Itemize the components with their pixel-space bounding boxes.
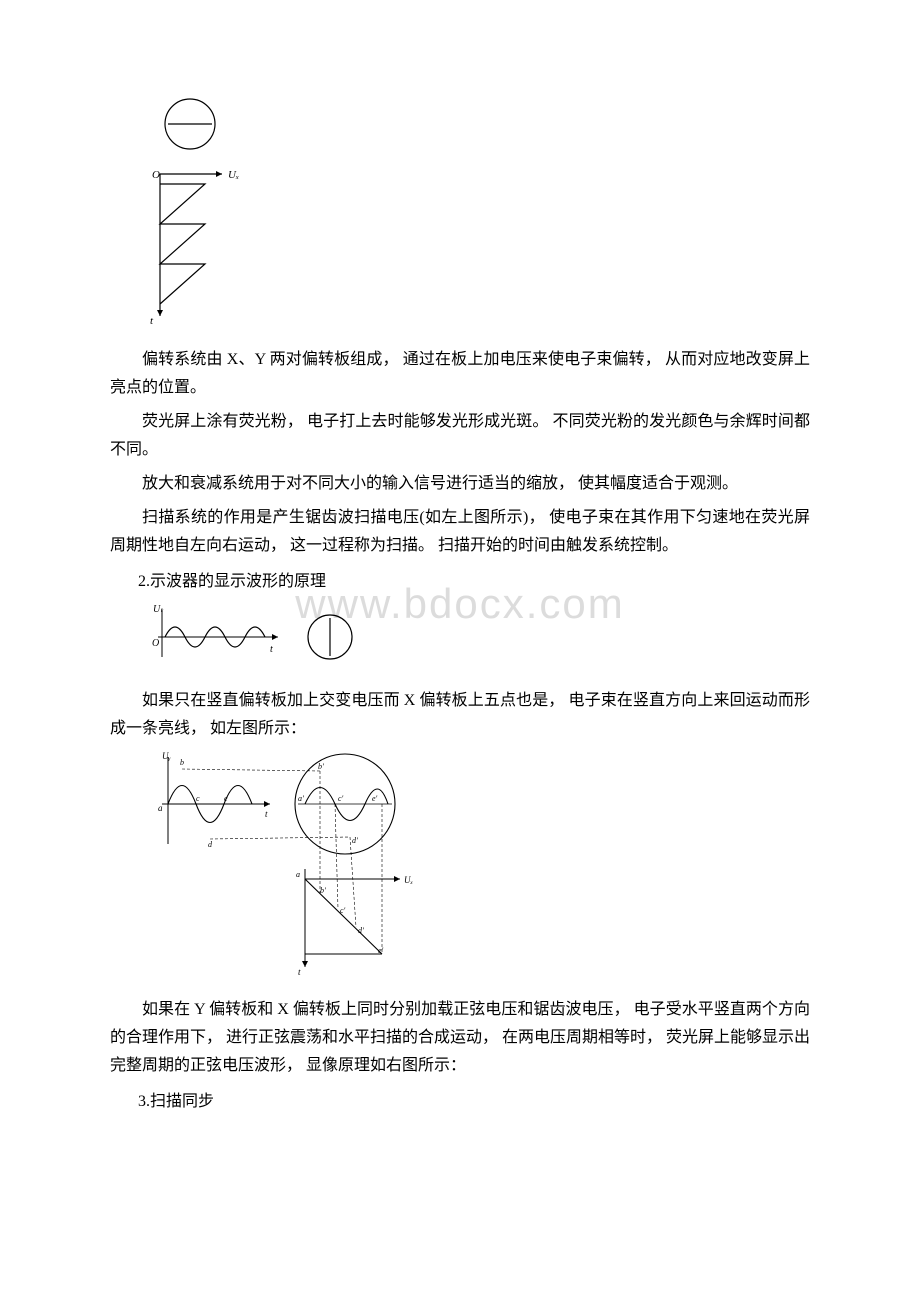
- sawtooth-svg: O Uₓ t: [150, 94, 260, 329]
- svg-text:a: a: [158, 803, 163, 813]
- sine-svg: Uₜ O t: [150, 602, 370, 672]
- svg-text:t: t: [150, 315, 154, 327]
- svg-text:e': e': [372, 794, 378, 803]
- svg-text:O: O: [152, 638, 159, 649]
- heading-sync: 3.扫描同步: [138, 1088, 810, 1116]
- svg-text:c': c': [338, 794, 344, 803]
- figure-composite: Uᵧ a t b c d e a' b' c' d' e': [150, 749, 810, 984]
- paragraph-deflection: 偏转系统由 X、Y 两对偏转板组成， 通过在板上加电压来使电子束偏转， 从而对应…: [110, 346, 810, 402]
- paragraph-vertical-only: 如果只在竖直偏转板加上交变电压而 X 偏转板上五点也是， 电子束在竖直方向上来回…: [110, 687, 810, 743]
- paragraph-phosphor: 荧光屏上涂有荧光粉， 电子打上去时能够发光形成光斑。 不同荧光粉的发光颜色与余辉…: [110, 408, 810, 464]
- svg-text:Uᵧ: Uᵧ: [162, 751, 171, 761]
- svg-text:a: a: [296, 870, 300, 879]
- svg-text:Uₓ: Uₓ: [228, 169, 239, 181]
- svg-text:d': d': [352, 836, 358, 845]
- svg-text:t: t: [265, 809, 268, 819]
- heading-principle: 2.示波器的显示波形的原理: [138, 568, 810, 596]
- svg-text:Uₓ: Uₓ: [404, 875, 413, 885]
- svg-text:b': b': [318, 762, 324, 771]
- figure-sawtooth: O Uₓ t: [150, 94, 810, 334]
- document-content: O Uₓ t 偏转系统由 X、Y 两对偏转板组成， 通过在板上加电压来使电子束偏…: [110, 94, 810, 1116]
- svg-text:Uₜ: Uₜ: [153, 604, 164, 615]
- paragraph-composite: 如果在 Y 偏转板和 X 偏转板上同时分别加载正弦电压和锯齿波电压， 电子受水平…: [110, 996, 810, 1080]
- svg-text:a': a': [298, 794, 304, 803]
- svg-text:O: O: [152, 169, 160, 181]
- svg-text:d': d': [358, 926, 364, 935]
- svg-text:c': c': [340, 906, 346, 915]
- paragraph-scan: 扫描系统的作用是产生锯齿波扫描电压(如左上图所示)， 使电子束在其作用下匀速地在…: [110, 504, 810, 560]
- svg-text:b: b: [180, 758, 184, 767]
- figure-sine-vertical: Uₜ O t: [150, 602, 810, 677]
- svg-text:e: e: [224, 794, 228, 803]
- svg-text:c: c: [196, 794, 200, 803]
- svg-text:e': e': [378, 946, 384, 955]
- paragraph-amplify: 放大和衰减系统用于对不同大小的输入信号进行适当的缩放， 使其幅度适合于观测。: [110, 470, 810, 498]
- svg-text:t: t: [298, 967, 301, 977]
- svg-text:t: t: [270, 644, 273, 655]
- svg-text:b': b': [320, 886, 326, 895]
- svg-text:d: d: [208, 840, 213, 849]
- composite-svg: Uᵧ a t b c d e a' b' c' d' e': [150, 749, 440, 979]
